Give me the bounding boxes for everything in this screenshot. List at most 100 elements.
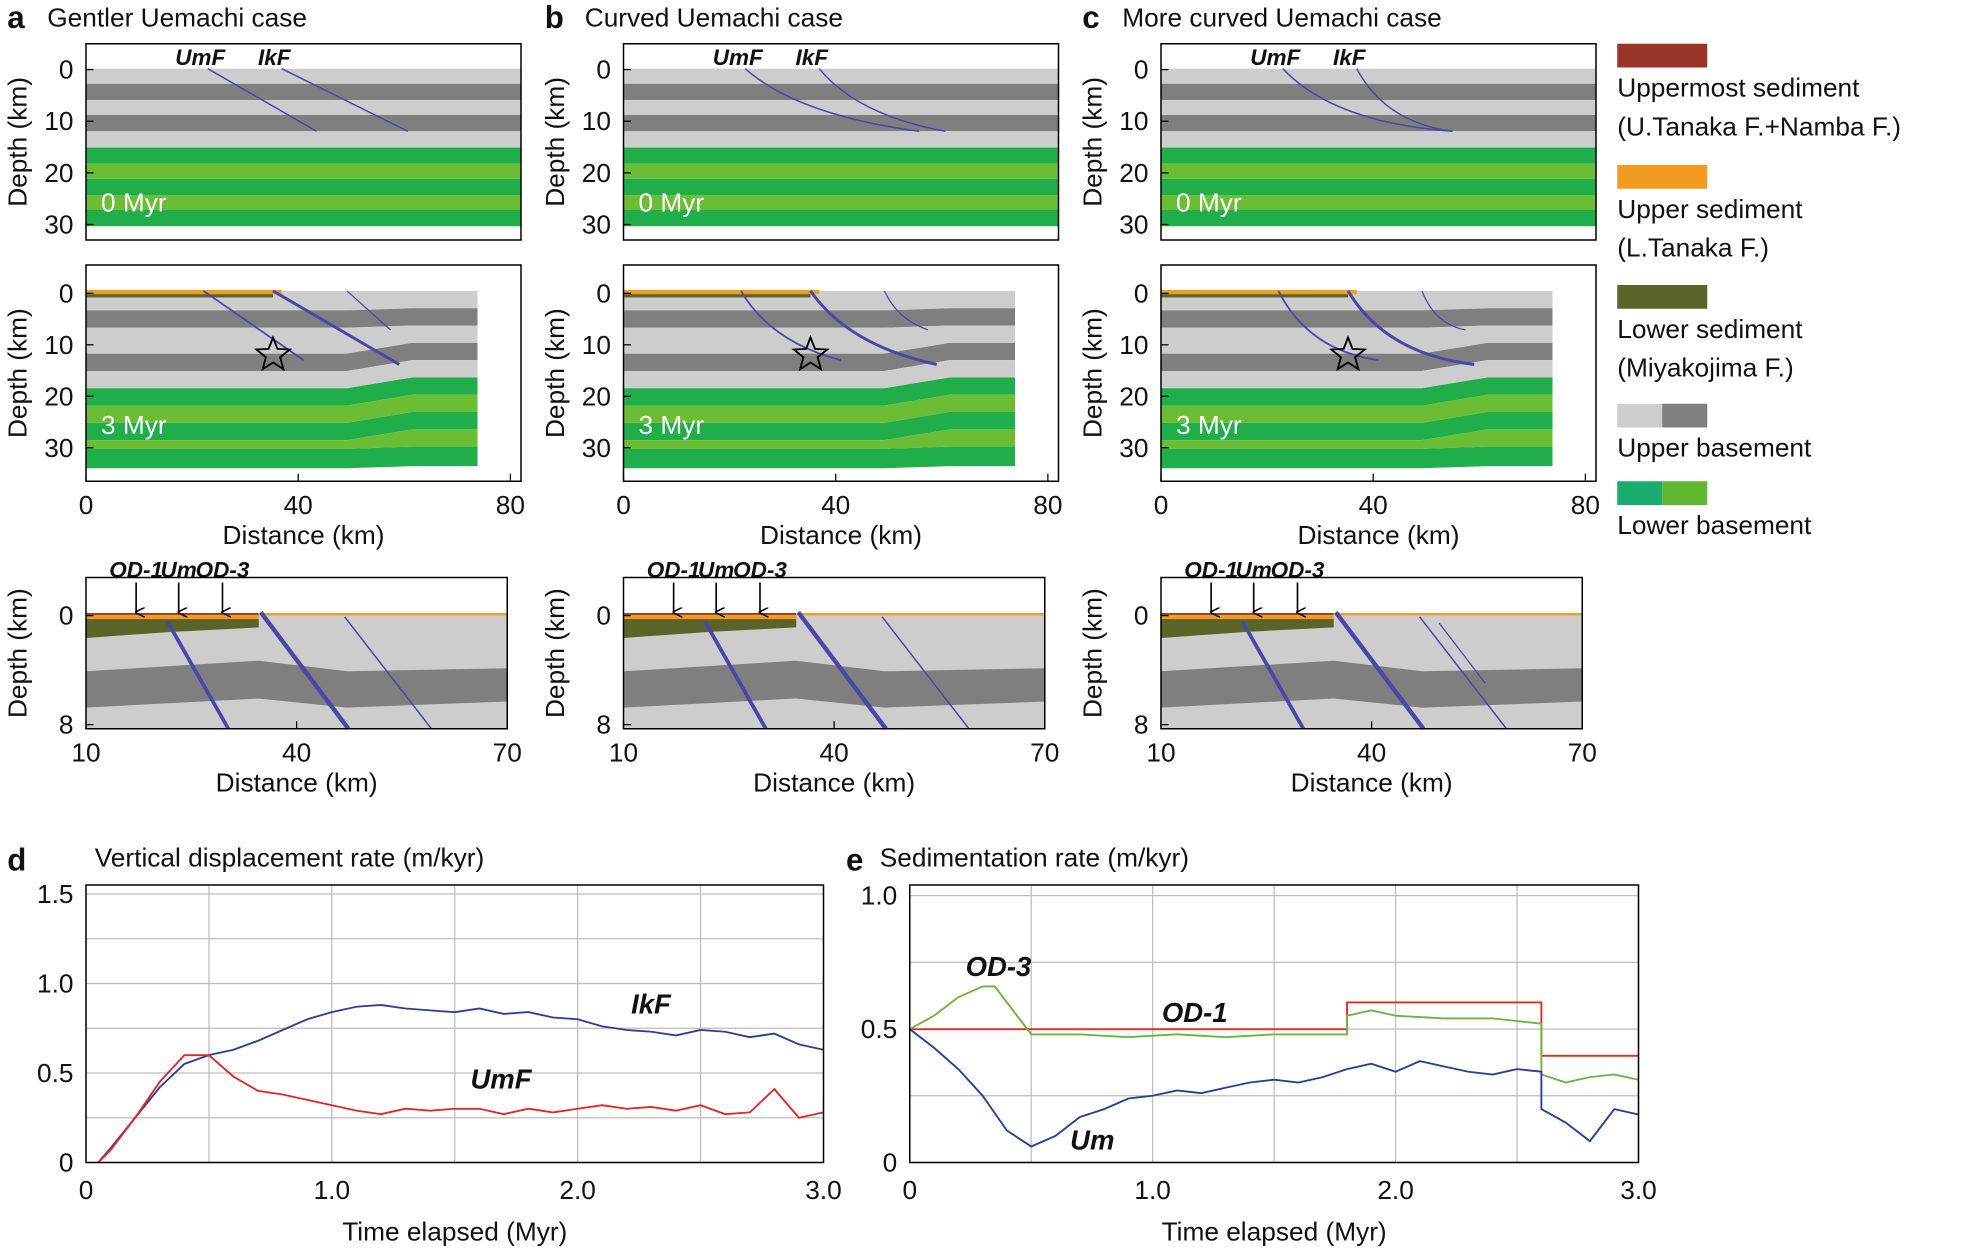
- fault-line: [1438, 622, 1486, 684]
- y-tick-label: 1.0: [37, 968, 74, 998]
- legend-swatch: [1617, 165, 1708, 189]
- frame: [622, 264, 1060, 482]
- x-tick-label: 1.0: [1134, 1175, 1171, 1205]
- y-tick-label: 0: [59, 55, 74, 85]
- legend-swatch: [1617, 285, 1708, 309]
- fault-label: UmF: [175, 45, 226, 70]
- fault-line: [883, 290, 929, 331]
- layer-band: [86, 131, 521, 148]
- y-axis-label: Depth (km): [540, 77, 570, 207]
- y-tick-label: 10: [44, 106, 73, 136]
- y-tick-label: 0: [59, 1148, 74, 1178]
- layer-band: [1161, 131, 1596, 148]
- layer-band: [1161, 209, 1596, 227]
- layer-band: [1161, 195, 1596, 210]
- time-label: 0 Myr: [101, 188, 167, 218]
- layer-band: [623, 394, 1015, 423]
- well-label: OD-3: [1271, 558, 1325, 583]
- x-tick-label: 40: [282, 738, 311, 768]
- x-tick-label: 80: [1033, 490, 1062, 520]
- legend-text: (L.Tanaka F.): [1617, 233, 1769, 263]
- legend-swatch: [1662, 481, 1708, 505]
- hypocenter-star: [253, 334, 293, 372]
- line-chart: 0 0.5 1.0 0 1.0 2.0 3.0 OD-1 OD-3 Um e Sedimentatio…: [846, 843, 1657, 1247]
- well-label: Um: [1236, 558, 1272, 583]
- y-tick-label: 10: [582, 330, 611, 360]
- sediment-band: [623, 294, 811, 298]
- layer-band: [86, 209, 521, 227]
- uppermost-sediment: [86, 613, 259, 615]
- layer-band: [86, 83, 521, 101]
- surface-sediment: [262, 613, 508, 616]
- sediment-band: [1161, 294, 1349, 298]
- layer-band: [1161, 83, 1596, 101]
- layer-band: [86, 325, 478, 354]
- y-tick-label: 10: [44, 330, 73, 360]
- well-label: Um: [161, 558, 197, 583]
- y-tick-label: 20: [44, 381, 73, 411]
- legend-swatch: [1617, 481, 1663, 505]
- time-label: 0 Myr: [1176, 188, 1242, 218]
- hypocenter-star: [1328, 334, 1368, 372]
- series-label: OD-1: [1162, 997, 1228, 1028]
- y-tick-label: 10: [1119, 106, 1148, 136]
- layer-band: [623, 325, 1015, 354]
- y-tick-label: 1.5: [37, 879, 74, 909]
- fault-line: [272, 289, 400, 366]
- fault-line: [1356, 68, 1453, 133]
- x-tick-label: 0: [902, 1175, 917, 1205]
- frame: [909, 884, 1640, 1164]
- fault-line: [818, 68, 946, 133]
- panel-title: More curved Uemachi case: [1122, 3, 1442, 33]
- x-tick-label: 10: [1146, 738, 1175, 768]
- y-tick-label: 20: [44, 158, 73, 188]
- x-tick-label: 10: [609, 738, 638, 768]
- layer-band: [1161, 68, 1596, 84]
- surface-sediment: [800, 613, 1045, 616]
- surface-sediment: [1337, 613, 1583, 616]
- y-tick-label: 20: [1119, 381, 1148, 411]
- layer-band: [623, 147, 1059, 164]
- x-axis-label: Time elapsed (Myr): [342, 1216, 567, 1246]
- layer-band: [86, 394, 478, 423]
- x-tick-label: 80: [1571, 490, 1600, 520]
- fault-line: [1240, 620, 1306, 730]
- layer-band: [1161, 360, 1553, 389]
- chart-title: Sedimentation rate (m/kyr): [880, 843, 1189, 873]
- legend-swatch: [1617, 43, 1708, 68]
- legend-text: Lower sediment: [1617, 314, 1803, 344]
- x-tick-label: 2.0: [1377, 1175, 1414, 1205]
- time-label: 3 Myr: [639, 410, 705, 440]
- layer-band: [86, 163, 521, 179]
- y-axis-label: Depth (km): [2, 308, 32, 438]
- fault-line: [281, 68, 409, 132]
- basement-dark: [86, 660, 508, 708]
- y-tick-label: 0: [596, 278, 611, 308]
- layer-band: [86, 429, 478, 449]
- well-label: OD-3: [196, 558, 250, 583]
- y-tick-label: 8: [59, 710, 74, 740]
- y-tick-label: 0.5: [861, 1014, 898, 1044]
- fault-line: [703, 620, 768, 730]
- legend-text: Uppermost sediment: [1617, 73, 1860, 103]
- legend-swatch: [1617, 403, 1663, 428]
- y-tick-label: 30: [1119, 210, 1148, 240]
- y-tick-label: 30: [582, 210, 611, 240]
- layer-band: [623, 412, 1015, 441]
- layer-band: [623, 131, 1059, 148]
- layer-band: [86, 412, 478, 441]
- x-tick-label: 80: [496, 490, 525, 520]
- layer-band: [623, 83, 1059, 101]
- fault-line: [1277, 290, 1379, 362]
- sediment-band: [623, 289, 820, 295]
- fault-line: [744, 68, 920, 133]
- fault-line: [202, 290, 304, 361]
- layer-band: [623, 178, 1059, 196]
- y-axis-label: Depth (km): [2, 77, 32, 207]
